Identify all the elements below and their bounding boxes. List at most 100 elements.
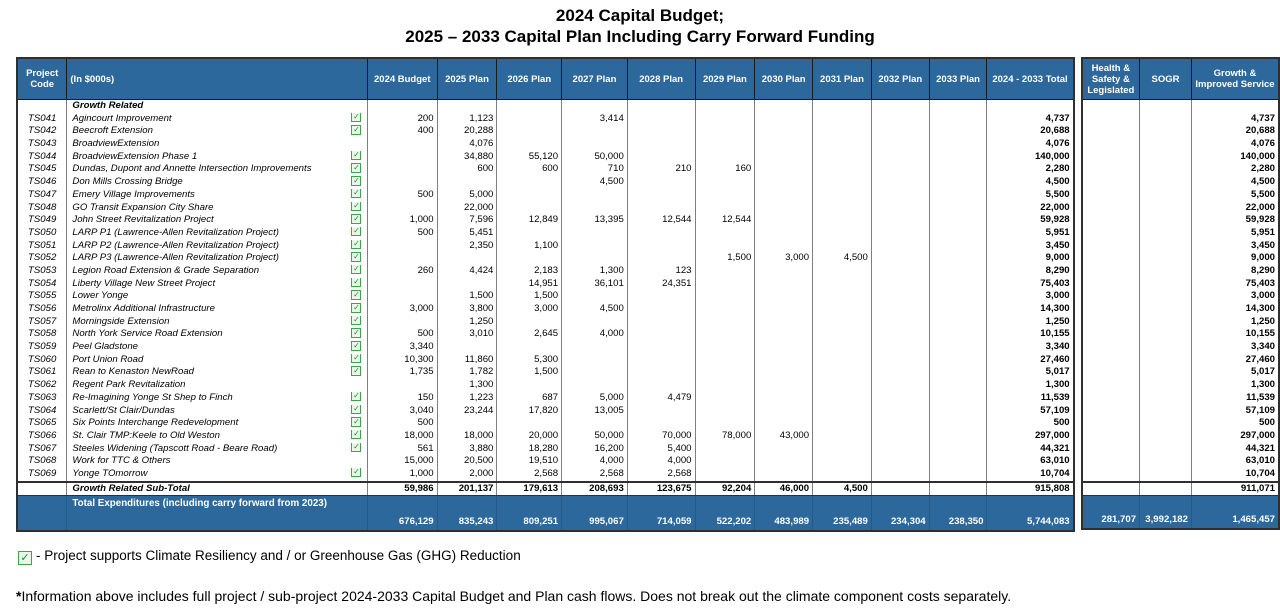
project-code-cell: TS058 — [17, 328, 68, 342]
climate-checkbox-icon: ✓ — [351, 391, 362, 402]
climate-checkbox-icon: ✓ — [351, 150, 362, 161]
table-row: TS065 Six Points Interchange Redevelopmen… — [17, 417, 1075, 430]
year-value-cell: 483,989 — [754, 495, 814, 532]
year-value-cell — [928, 429, 988, 443]
hsl-value-cell — [1081, 112, 1141, 126]
project-name-cell: Don Mills Crossing Bridge — [72, 176, 183, 188]
year-value-cell: 4,479 — [626, 391, 696, 405]
sogr-value-cell — [1139, 226, 1192, 240]
year-value-cell — [626, 99, 696, 113]
year-value-cell — [694, 264, 756, 278]
year-value-cell: 5,400 — [626, 442, 696, 456]
year-value-cell: 3,000 — [754, 252, 814, 265]
year-value-cell: 12,544 — [694, 214, 756, 227]
hsl-value-cell — [1081, 125, 1141, 139]
climate-check-cell: ✓ — [351, 328, 367, 341]
project-name-cell: GO Transit Expansion City Share — [72, 201, 214, 213]
year-value-cell — [870, 429, 930, 443]
year-value-cell — [928, 99, 988, 113]
project-name-cell: BroadviewExtension — [72, 138, 160, 150]
year-value-cell — [754, 290, 814, 303]
project-name-cell: Steeles Widening (Tapscott Road - Beare … — [72, 442, 278, 454]
footnote: *Information above includes full project… — [16, 588, 1280, 604]
year-value-cell — [870, 315, 930, 329]
year-value-cell: 4,500 — [561, 303, 628, 316]
year-value-cell — [870, 188, 930, 202]
year-value-cell — [754, 239, 814, 253]
table-row: TS057 Morningside Extension ✓ 1,250 1,250 — [17, 315, 1075, 329]
table-row: TS060 Port Union Road ✓ 10,300 11,860 5,300 27… — [17, 353, 1075, 367]
year-value-cell — [812, 214, 872, 227]
year-value-cell: 13,005 — [561, 404, 628, 418]
table-row: TS063 Re-Imagining Yonge St Shep to Finch… — [17, 391, 1075, 405]
year-value-cell: 1,000 — [366, 467, 438, 482]
climate-check-cell: ✓ — [351, 303, 367, 316]
year-value-cell — [812, 201, 872, 215]
climate-legend: ✓ - Project supports Climate Resiliency a… — [18, 548, 1280, 566]
year-value-cell — [812, 176, 872, 189]
gis-value-cell: 22,000 — [1190, 201, 1280, 215]
col-header-in-000s: (In $000s) — [66, 57, 368, 100]
gis-value-cell: 1,465,457 — [1190, 495, 1280, 530]
hsl-value-cell — [1081, 315, 1141, 329]
year-value-cell: 59,928 — [986, 214, 1075, 227]
year-value-cell — [812, 404, 872, 418]
year-value-cell: 150 — [366, 391, 438, 405]
year-value-cell: 70,000 — [626, 429, 696, 443]
climate-checkbox-icon: ✓ — [351, 214, 362, 224]
year-value-cell — [694, 455, 756, 468]
year-value-cell: 8,290 — [986, 264, 1075, 278]
project-code-cell: TS060 — [17, 353, 68, 367]
year-value-cell — [870, 150, 930, 164]
gis-value-cell: 14,300 — [1190, 303, 1280, 316]
year-value-cell — [928, 442, 988, 456]
climate-check-cell: ✓ — [351, 163, 367, 176]
year-value-cell — [928, 201, 988, 215]
year-value-cell: 4,500 — [812, 252, 872, 265]
year-value-cell — [754, 417, 814, 430]
climate-checkbox-icon: ✓ — [351, 429, 362, 440]
year-value-cell: 22,000 — [986, 201, 1075, 215]
year-value-cell: 1,000 — [366, 214, 438, 227]
year-value-cell — [928, 264, 988, 278]
year-value-cell: 78,000 — [694, 429, 756, 443]
table-row: 44,321 — [1081, 442, 1280, 456]
year-value-cell — [812, 455, 872, 468]
year-value-cell — [812, 353, 872, 367]
year-value-cell — [561, 99, 628, 113]
climate-check-cell — [351, 100, 367, 113]
year-value-cell — [754, 391, 814, 405]
climate-check-cell: ✓ — [351, 214, 367, 227]
project-code-cell: TS057 — [17, 315, 68, 329]
col-header-2029-plan: 2029 Plan — [694, 57, 756, 100]
year-value-cell — [754, 328, 814, 342]
project-code-cell — [16, 495, 68, 532]
year-value-cell — [694, 467, 756, 482]
year-value-cell — [694, 277, 756, 291]
table-row: 911,071 — [1081, 480, 1280, 497]
year-value-cell: 4,076 — [436, 138, 498, 151]
year-value-cell: 3,010 — [436, 328, 498, 342]
table-row: 75,403 — [1081, 277, 1280, 291]
year-value-cell: 600 — [496, 163, 563, 177]
footnote-text: Information above includes full project … — [21, 588, 1012, 605]
hsl-value-cell — [1081, 277, 1141, 291]
table-row: TS068 Work for TTC & Others 15,000 20,500 19… — [17, 455, 1075, 468]
year-value-cell: 1,250 — [986, 315, 1075, 329]
year-value-cell: 1,782 — [436, 366, 498, 380]
year-value-cell — [626, 239, 696, 253]
climate-check-cell: ✓ — [351, 277, 367, 291]
year-value-cell — [754, 353, 814, 367]
year-value-cell — [928, 353, 988, 367]
hsl-value-cell — [1081, 138, 1141, 151]
year-value-cell: 500 — [986, 417, 1075, 430]
year-value-cell — [436, 176, 498, 189]
year-value-cell — [366, 138, 438, 151]
year-value-cell — [928, 277, 988, 291]
project-name-cell: Yonge TOmorrow — [72, 467, 148, 479]
year-value-cell: 3,340 — [366, 341, 438, 354]
year-value-cell: 995,067 — [561, 495, 628, 532]
climate-check-cell: ✓ — [351, 341, 367, 354]
year-value-cell — [812, 138, 872, 151]
year-value-cell: 34,880 — [436, 150, 498, 164]
